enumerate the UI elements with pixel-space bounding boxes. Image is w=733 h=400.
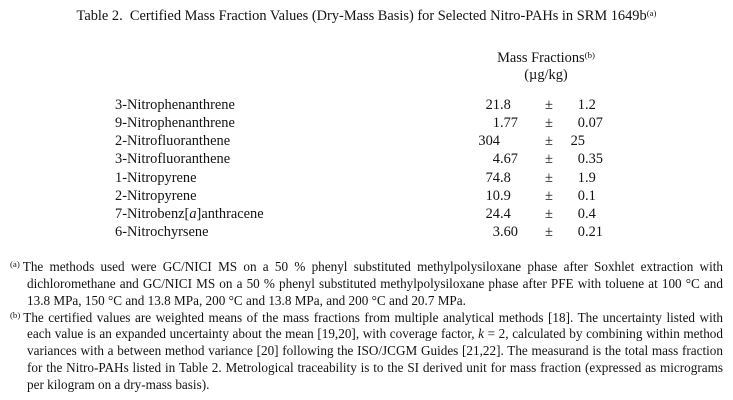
uncertainty-decimals: .2 <box>585 97 596 113</box>
plus-minus-sign: ± <box>545 97 553 113</box>
table-title-text: Table 2. Certified Mass Fraction Values … <box>76 8 647 24</box>
column-header-units: (µg/kg) <box>524 66 568 83</box>
mass-fraction-decimals: .4 <box>500 205 511 222</box>
compound-name: 7-Nitrobenz[a]anthracene <box>115 205 264 222</box>
mass-fraction-decimals: .77 <box>500 115 518 132</box>
plus-minus-sign: ± <box>545 151 553 168</box>
compound-name: 6-Nitrochyrsene <box>115 223 209 240</box>
mass-fraction-value: 304 <box>478 133 500 150</box>
footnote-b: (b) The certified values are weighted mea… <box>10 310 723 394</box>
mass-fractions-column-header: Mass Fractions(b) (µg/kg) <box>446 50 646 83</box>
mass-fraction-value: 4 <box>492 151 500 168</box>
table-row: 2-Nitrofluoranthene 304 ±25 <box>0 132 733 150</box>
table-title-footnote-ref: (a) <box>646 8 657 18</box>
uncertainty-decimals: .9 <box>585 169 596 186</box>
compound-name: 2-Nitrofluoranthene <box>115 133 231 150</box>
table-title: Table 2. Certified Mass Fraction Values … <box>0 8 733 25</box>
uncertainty-decimals: .4 <box>585 205 596 222</box>
uncertainty-value: 0 <box>577 187 585 204</box>
compound-name: 9-Nitrophenanthrene <box>115 115 235 132</box>
mass-fraction-decimals: .8 <box>500 169 511 186</box>
uncertainty-decimals: .35 <box>585 151 603 168</box>
mass-fraction-value: 3 <box>492 223 500 240</box>
plus-minus-sign: ± <box>545 115 553 132</box>
uncertainty-decimals: .1 <box>585 187 596 204</box>
uncertainty-value: 1 <box>577 169 585 186</box>
compound-name: 3-Nitrophenanthrene <box>115 97 235 113</box>
compound-name: 2-Nitropyrene <box>115 187 197 204</box>
mass-fraction-decimals: .60 <box>500 223 518 240</box>
column-header-line1: Mass Fractions(b) <box>497 50 595 66</box>
mass-fraction-decimals: .67 <box>500 151 518 168</box>
plus-minus-sign: ± <box>545 169 553 186</box>
footnote-a: (a) The methods used were GC/NICI MS on a… <box>10 259 723 310</box>
table-row: 9-Nitrophenanthrene 1.77 ±0.07 <box>0 114 733 132</box>
uncertainty-decimals: .21 <box>585 223 603 240</box>
footnote-marker: (a) <box>10 259 20 269</box>
table-row: 3-Nitrofluoranthene 4.67 ±0.35 <box>0 150 733 168</box>
uncertainty-value: 25 <box>570 133 585 150</box>
plus-minus-sign: ± <box>545 133 553 150</box>
mass-fraction-decimals: .9 <box>500 187 511 204</box>
table-row: 7-Nitrobenz[a]anthracene 24.4 ±0.4 <box>0 205 733 223</box>
compound-name: 3-Nitrofluoranthene <box>115 151 231 168</box>
mass-fraction-value: 74 <box>485 169 500 186</box>
footnote-text: The certified values are weighted means … <box>23 309 723 392</box>
uncertainty-decimals: .07 <box>585 115 603 132</box>
table-row: 1-Nitropyrene 74.8 ±1.9 <box>0 169 733 187</box>
mass-fraction-value: 21 <box>485 97 500 113</box>
table-row: 2-Nitropyrene 10.9 ±0.1 <box>0 187 733 205</box>
footnote-marker: (b) <box>10 309 21 320</box>
table-row: 3-Nitrophenanthrene 21.8 ±1.2 <box>0 96 733 114</box>
uncertainty-value: 0 <box>577 115 585 132</box>
mass-fraction-value: 24 <box>485 205 500 222</box>
uncertainty-value: 0 <box>577 151 585 168</box>
uncertainty-value: 0 <box>577 205 585 222</box>
table-body: 3-Nitrophenanthrene 21.8 ±1.2 9-Nitrophenan… <box>0 96 733 241</box>
mass-fraction-value: 1 <box>492 115 500 132</box>
column-header-footnote-ref: (b) <box>584 50 595 60</box>
mass-fraction-decimals: .8 <box>500 97 511 113</box>
uncertainty-value: 0 <box>577 223 585 240</box>
mass-fraction-value: 10 <box>485 187 500 204</box>
plus-minus-sign: ± <box>545 187 553 204</box>
plus-minus-sign: ± <box>545 223 553 240</box>
footnotes: (a) The methods used were GC/NICI MS on a… <box>10 259 723 394</box>
table-row: 6-Nitrochyrsene 3.60 ±0.21 <box>0 223 733 241</box>
compound-name: 1-Nitropyrene <box>115 169 197 186</box>
footnote-text: The methods used were GC/NICI MS on a 50… <box>22 259 723 308</box>
plus-minus-sign: ± <box>545 205 553 222</box>
uncertainty-value: 1 <box>577 97 585 113</box>
